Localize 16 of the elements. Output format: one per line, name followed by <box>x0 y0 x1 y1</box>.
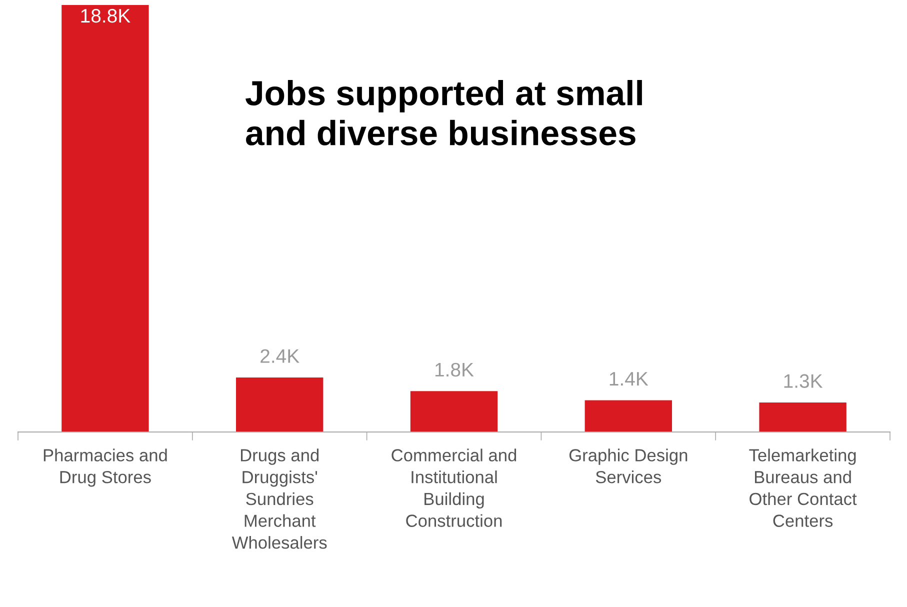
data-label: 1.8K <box>435 362 474 377</box>
bar <box>62 5 149 432</box>
bar <box>584 400 672 432</box>
bar <box>759 402 846 432</box>
data-label: 1.3K <box>784 374 823 388</box>
text: Jobs supported at small and diverse businesses <box>246 80 642 146</box>
x-tick-label: Drugs and Druggists' Sundries Merchant Wholesalers <box>232 448 327 549</box>
bar <box>410 391 498 432</box>
x-tick-label: Commercial and Institutional Building Construction <box>392 448 516 527</box>
x-tick-label: Telemarketing Bureaus and Other Contact Centers <box>749 448 857 527</box>
bar <box>236 377 324 432</box>
data-label: 1.4K <box>610 372 648 386</box>
x-tick-label: Graphic Design Services <box>569 448 688 484</box>
x-tick-label: Pharmacies and Drug Stores <box>44 448 167 487</box>
data-label: 18.8K <box>81 8 130 23</box>
data-label: 2.4K <box>260 349 300 363</box>
